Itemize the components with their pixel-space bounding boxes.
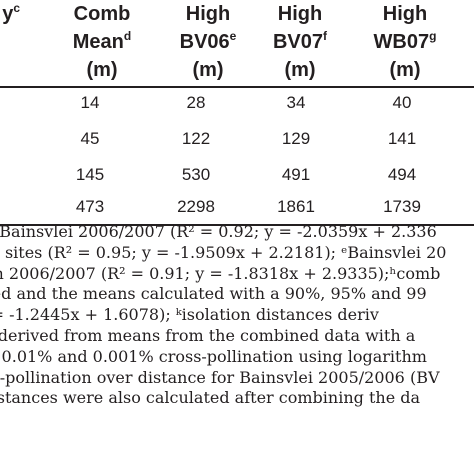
table-cell: 494	[387, 165, 417, 184]
header-line: (m)	[192, 59, 224, 81]
table-cell: 473	[75, 197, 105, 216]
header-line: WB07g	[373, 29, 437, 53]
header-line: (m)	[389, 59, 421, 81]
table-cell: 1861	[277, 197, 315, 216]
header-footnote-marker: d	[123, 29, 132, 43]
footnote-line: bined and the means calculated with a 90…	[0, 284, 427, 304]
header-line: Comb	[73, 3, 131, 25]
table-cell: 141	[387, 129, 417, 148]
header-line: BV07f	[272, 29, 328, 53]
table-row: 14 28 34 40	[0, 84, 474, 122]
table-cell: 1739	[383, 197, 421, 216]
header-line: (m)	[284, 59, 316, 81]
footnote-line: 5); ᵇBainsvlei 2006/2007 (R² = 0.92; y =…	[0, 222, 437, 241]
table-cell: 491	[281, 165, 311, 184]
header-line: (m)	[86, 59, 118, 81]
table-cell: 129	[281, 129, 311, 148]
table-cell: 122	[181, 129, 211, 148]
table-cell: 145	[75, 165, 105, 184]
footnote-line: 1%, 0.01% and 0.001% cross-pollination u…	[0, 346, 427, 366]
footnote-line: trial sites (R² = 0.95; y = -1.9509x + 2…	[0, 242, 447, 262]
table-row: 473 2298 1861 1739	[0, 188, 474, 226]
header-footnote-marker: f	[323, 29, 328, 43]
header-line: Meand	[72, 29, 132, 53]
table-row: 45 122 129 141	[0, 120, 474, 158]
header-line: BV06e	[179, 29, 237, 53]
table-cell: 40	[392, 93, 412, 112]
header-footnote-marker: g	[429, 29, 437, 43]
table-cell: 530	[181, 165, 211, 184]
footnote-line: ces derived from means from the combined…	[0, 325, 416, 345]
footnote-line: bron 2006/2007 (R² = 0.91; y = -1.8318x …	[0, 263, 441, 283]
header-line: High	[277, 3, 323, 25]
table-cell: 14	[80, 93, 100, 112]
table-cell: 45	[80, 129, 100, 148]
table-cell: 34	[286, 93, 306, 112]
header-line: High	[382, 3, 428, 25]
header-line: yc	[2, 1, 20, 25]
header-footnote-marker: e	[229, 29, 237, 43]
column-header-high-bv06: High BV06e (m)	[158, 0, 258, 84]
footnote-line: n distances were also calculated after c…	[0, 388, 421, 408]
column-header-high-wb07: High WB07g (m)	[350, 0, 460, 84]
header-footnote-marker: c	[13, 1, 20, 15]
table-row: 145 530 491 494	[0, 156, 474, 194]
table-footnotes: 5); ᵇBainsvlei 2006/2007 (R² = 0.92; y =…	[0, 222, 474, 409]
header-rule	[0, 86, 474, 88]
footnote-line: ; y = -1.2445x + 1.6078); ᵏisolation dis…	[0, 305, 379, 325]
footnote-line: ross-pollination over distance for Bains…	[0, 367, 440, 387]
table-bottom-rule	[0, 224, 474, 226]
table-cell: 28	[186, 93, 206, 112]
column-header-comb-mean: Comb Meand (m)	[52, 0, 152, 84]
column-header-high-bv07: High BV07f (m)	[250, 0, 350, 84]
column-header-0: yc	[0, 0, 20, 28]
header-line: High	[185, 3, 231, 25]
table-cell: 2298	[177, 197, 215, 216]
